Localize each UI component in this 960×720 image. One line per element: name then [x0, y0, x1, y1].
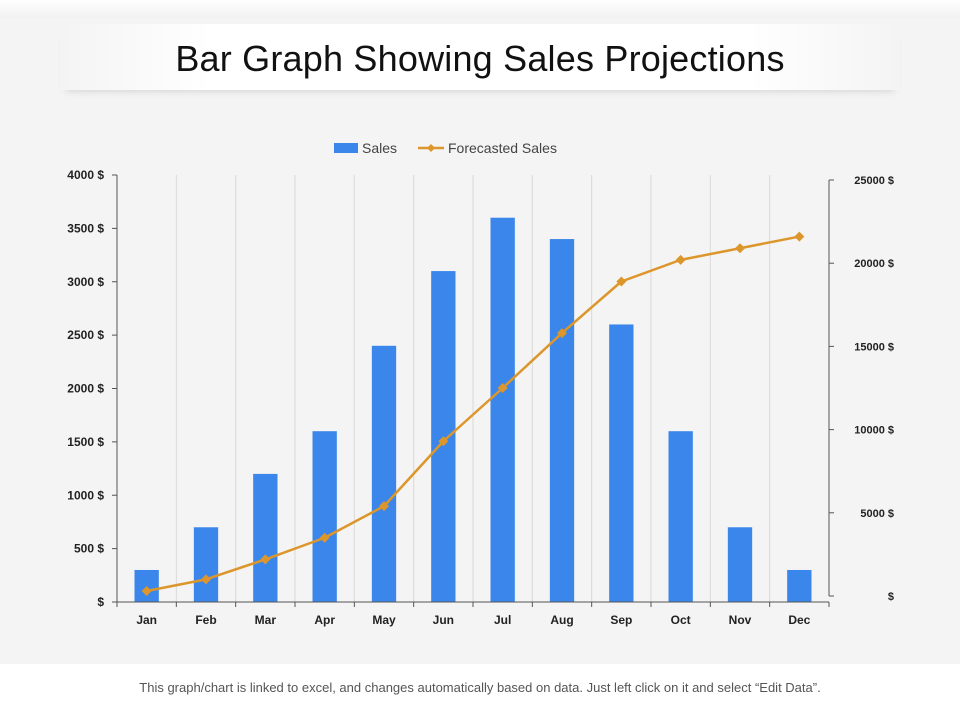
footer-note: This graph/chart is linked to excel, and…: [139, 680, 821, 695]
forecast-point: [201, 574, 211, 585]
left-tick-label: 1000 $: [67, 488, 104, 502]
sales-bar: [668, 431, 693, 602]
chart: $500 $ 1000 $ 1500 $ 2000 $ 2500 $ 3000 $ 3500…: [67, 140, 894, 627]
forecast-line-series: [141, 231, 805, 597]
sales-bar: [134, 569, 159, 602]
forecast-point: [735, 243, 745, 254]
right-tick-label: 15000 $: [854, 341, 894, 353]
left-tick-label: 4000 $: [67, 168, 104, 182]
sales-bar: [609, 324, 634, 602]
axes: [112, 174, 834, 607]
sales-bar: [727, 527, 753, 602]
top-stripe: [0, 0, 960, 18]
left-tick-label: 3000 $: [67, 275, 104, 289]
forecast-point: [141, 586, 152, 597]
x-tick-label: May: [372, 613, 396, 627]
right-tick-label: 10000 $: [854, 425, 894, 437]
left-tick-label: 2000 $: [67, 382, 104, 396]
x-tick-label: Jan: [136, 613, 157, 627]
forecast-point: [438, 436, 449, 447]
left-tick-label: 500 $: [74, 542, 104, 556]
x-tick-label: Apr: [314, 613, 335, 627]
x-tick-label: Nov: [729, 613, 752, 627]
x-tick-label: Dec: [788, 613, 810, 627]
legend-forecast-label: Forecasted Sales: [448, 140, 557, 156]
sales-bar: [193, 527, 219, 602]
legend-sales-swatch: [334, 143, 358, 153]
axis-labels: $500 $ 1000 $ 1500 $ 2000 $ 2500 $ 3000 $ 3500…: [67, 168, 894, 627]
grid-lines: [175, 175, 771, 602]
forecast-point: [260, 554, 271, 565]
sales-bar: [312, 431, 337, 602]
legend: Sales Forecasted Sales: [334, 140, 557, 156]
sales-bar: [549, 239, 575, 603]
left-tick-label: 2500 $: [67, 328, 104, 342]
forecast-point: [616, 276, 627, 287]
x-tick-label: Sep: [610, 613, 632, 627]
left-tick-label: 1500 $: [67, 435, 104, 449]
x-tick-label: Jul: [494, 613, 511, 627]
forecast-point: [497, 383, 508, 393]
forecast-point: [319, 532, 330, 543]
x-tick-label: Feb: [195, 613, 216, 627]
forecast-point: [379, 501, 389, 512]
sales-bar: [371, 345, 397, 602]
title-band: [60, 24, 900, 90]
legend-forecast-marker: [427, 144, 435, 152]
x-tick-label: Jun: [433, 613, 454, 627]
right-tick-label: 25000 $: [854, 175, 894, 187]
right-tick-label: $: [888, 591, 894, 603]
sales-bars: [134, 217, 812, 603]
sales-bar: [787, 569, 812, 602]
right-tick-label: 20000 $: [854, 258, 894, 270]
sales-bar: [253, 473, 278, 602]
x-tick-label: Aug: [550, 613, 573, 627]
forecast-point: [794, 231, 805, 242]
right-tick-label: 5000 $: [860, 508, 894, 520]
left-tick-label: $: [97, 595, 104, 609]
x-tick-label: Mar: [255, 613, 277, 627]
footer-band: [0, 664, 960, 720]
x-tick-label: Oct: [671, 613, 691, 627]
forecast-line: [146, 235, 800, 593]
legend-sales-label: Sales: [362, 140, 397, 156]
forecast-point: [557, 328, 567, 339]
sales-bar: [490, 217, 515, 602]
left-tick-label: 3500 $: [67, 221, 104, 235]
page-title: Bar Graph Showing Sales Projections: [175, 38, 785, 79]
forecast-point: [675, 254, 686, 265]
